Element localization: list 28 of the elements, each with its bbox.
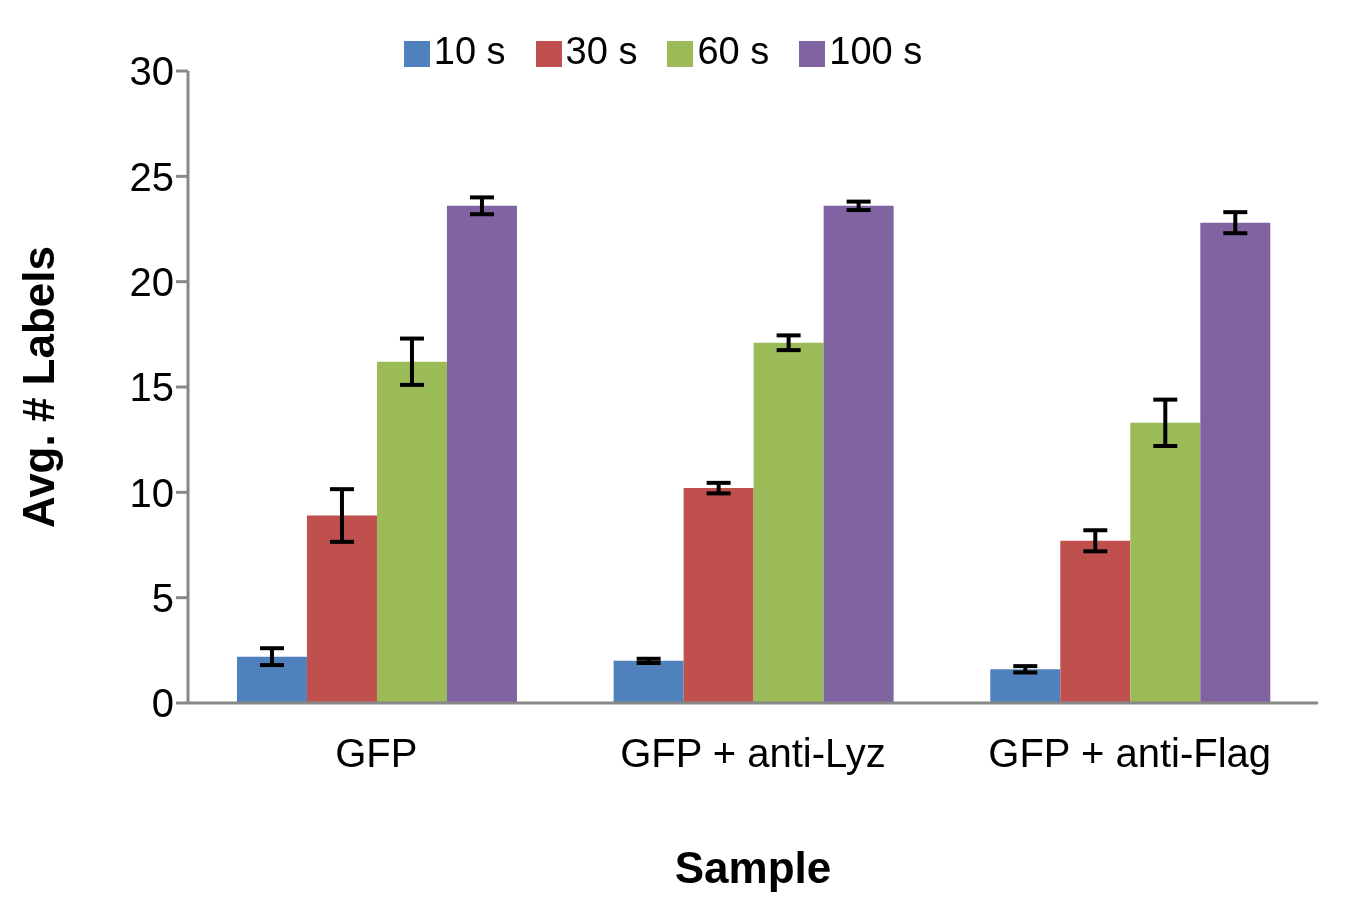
- bar: [236, 656, 307, 703]
- y-tick-label: 5: [151, 575, 174, 620]
- bar: [306, 515, 377, 703]
- bar: [823, 205, 894, 703]
- legend-label: 30 s: [565, 30, 638, 72]
- bar: [376, 361, 447, 703]
- bar: [613, 660, 684, 703]
- y-tick-label: 0: [151, 681, 174, 726]
- bar: [990, 669, 1061, 703]
- x-tick-label: GFP: [335, 731, 418, 776]
- bar: [1060, 540, 1131, 703]
- y-tick-label: 25: [129, 154, 174, 199]
- y-tick-label: 30: [129, 49, 174, 94]
- bar: [753, 342, 824, 703]
- y-tick-label: 10: [129, 470, 174, 515]
- x-axis-title: Sample: [674, 843, 832, 892]
- bar: [683, 488, 754, 703]
- y-tick-label: 20: [129, 259, 174, 304]
- y-axis-title: Avg. # Labels: [13, 245, 63, 529]
- x-tick-label: GFP + anti-Flag: [988, 731, 1272, 776]
- bar: [446, 205, 517, 703]
- legend-label: 10 s: [433, 30, 506, 72]
- y-tick-label: 15: [129, 365, 174, 410]
- bar: [1130, 422, 1201, 703]
- x-tick-label: GFP + anti-Lyz: [620, 731, 886, 776]
- legend-label: 60 s: [697, 30, 770, 72]
- bar: [1200, 222, 1271, 703]
- legend-label: 100 s: [829, 30, 923, 72]
